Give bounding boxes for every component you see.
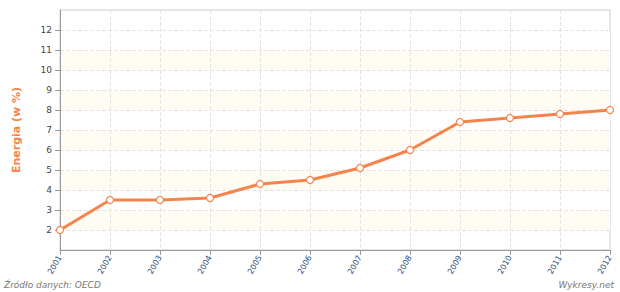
svg-text:4: 4 bbox=[46, 185, 52, 195]
svg-text:12: 12 bbox=[41, 25, 52, 35]
svg-text:2002: 2002 bbox=[96, 254, 114, 276]
svg-text:2011: 2011 bbox=[546, 254, 564, 276]
svg-text:5: 5 bbox=[46, 165, 52, 175]
svg-text:2012: 2012 bbox=[596, 254, 614, 276]
svg-text:6: 6 bbox=[46, 145, 52, 155]
svg-text:2001: 2001 bbox=[46, 254, 64, 276]
svg-text:2008: 2008 bbox=[396, 254, 414, 276]
svg-text:2005: 2005 bbox=[246, 254, 264, 276]
svg-text:2004: 2004 bbox=[196, 254, 214, 276]
svg-text:2007: 2007 bbox=[346, 254, 364, 276]
svg-text:2010: 2010 bbox=[496, 254, 514, 276]
svg-text:8: 8 bbox=[46, 105, 52, 115]
svg-text:11: 11 bbox=[41, 45, 52, 55]
svg-text:7: 7 bbox=[46, 125, 52, 135]
svg-text:2003: 2003 bbox=[146, 254, 164, 276]
svg-text:2009: 2009 bbox=[446, 254, 464, 276]
svg-text:Energia (w %): Energia (w %) bbox=[10, 87, 23, 173]
svg-text:2: 2 bbox=[46, 225, 52, 235]
svg-text:Wykresy.net: Wykresy.net bbox=[558, 280, 614, 290]
svg-text:10: 10 bbox=[41, 65, 53, 75]
svg-text:9: 9 bbox=[46, 85, 52, 95]
svg-text:2006: 2006 bbox=[296, 254, 314, 276]
svg-text:Źródło danych: OECD: Źródło danych: OECD bbox=[3, 279, 101, 290]
svg-text:3: 3 bbox=[46, 205, 52, 215]
